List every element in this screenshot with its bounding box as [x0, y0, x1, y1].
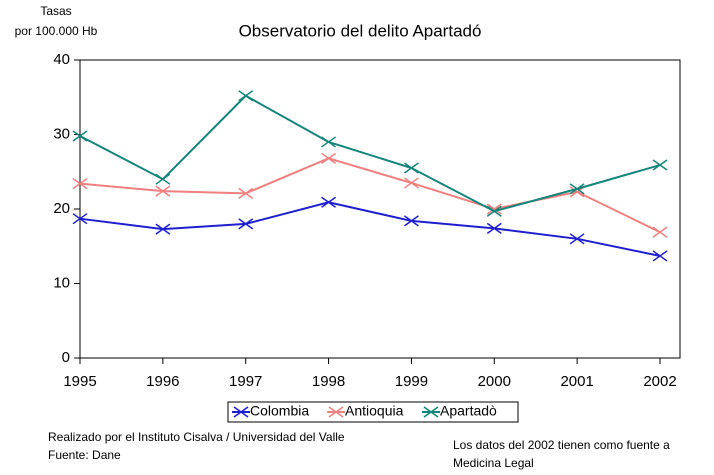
marker	[486, 205, 502, 217]
marker	[403, 177, 419, 189]
marker	[569, 183, 585, 195]
x-tick-label: 1997	[229, 373, 262, 390]
legend-marker	[423, 406, 439, 418]
marker	[72, 178, 88, 190]
marker	[652, 159, 668, 171]
footnote: Medicina Legal	[453, 456, 534, 470]
x-tick-label: 2000	[478, 373, 511, 390]
marker	[155, 173, 171, 185]
marker	[486, 203, 502, 215]
y-tick-label: 40	[53, 51, 70, 68]
legend-marker	[328, 406, 344, 418]
footnote: Fuente: Dane	[48, 448, 121, 462]
series-line	[79, 201, 661, 257]
x-tick-label: 1999	[395, 373, 428, 390]
series-line	[79, 157, 661, 233]
legend-box	[227, 401, 519, 423]
marker	[652, 250, 668, 262]
marker	[238, 187, 254, 199]
legend-label: Apartadò	[440, 403, 497, 419]
marker	[652, 226, 668, 238]
y-tick-label: 0	[62, 349, 70, 366]
marker	[569, 233, 585, 245]
chart-title: Observatorio del delito Apartadó	[239, 21, 482, 40]
marker	[72, 213, 88, 225]
marker	[321, 196, 337, 208]
x-tick-label: 2002	[643, 373, 676, 390]
legend-label: Colombia	[250, 403, 309, 419]
marker	[238, 90, 254, 102]
marker	[321, 152, 337, 164]
footnote: Realizado por el Instituto Cisalva / Uni…	[48, 430, 345, 444]
marker	[403, 215, 419, 227]
legend-label: Antioquia	[345, 403, 404, 419]
marker	[238, 218, 254, 230]
footnote: Los datos del 2002 tienen como fuente a	[453, 438, 670, 452]
marker	[486, 222, 502, 234]
x-tick-label: 1995	[63, 373, 96, 390]
plot-frame	[79, 59, 681, 359]
y-axis-label: por 100.000 Hb	[15, 24, 98, 38]
y-axis-label: Tasas	[40, 4, 71, 18]
legend-marker	[233, 406, 249, 418]
x-tick-label: 1996	[146, 373, 179, 390]
y-tick-label: 30	[53, 125, 70, 142]
y-tick-label: 20	[53, 200, 70, 217]
marker	[155, 223, 171, 235]
x-tick-label: 1998	[312, 373, 345, 390]
marker	[72, 130, 88, 142]
series-line	[79, 94, 661, 213]
marker	[403, 162, 419, 174]
y-tick-label: 10	[53, 274, 70, 291]
x-tick-label: 2001	[560, 373, 593, 390]
marker	[321, 136, 337, 148]
marker	[155, 185, 171, 197]
